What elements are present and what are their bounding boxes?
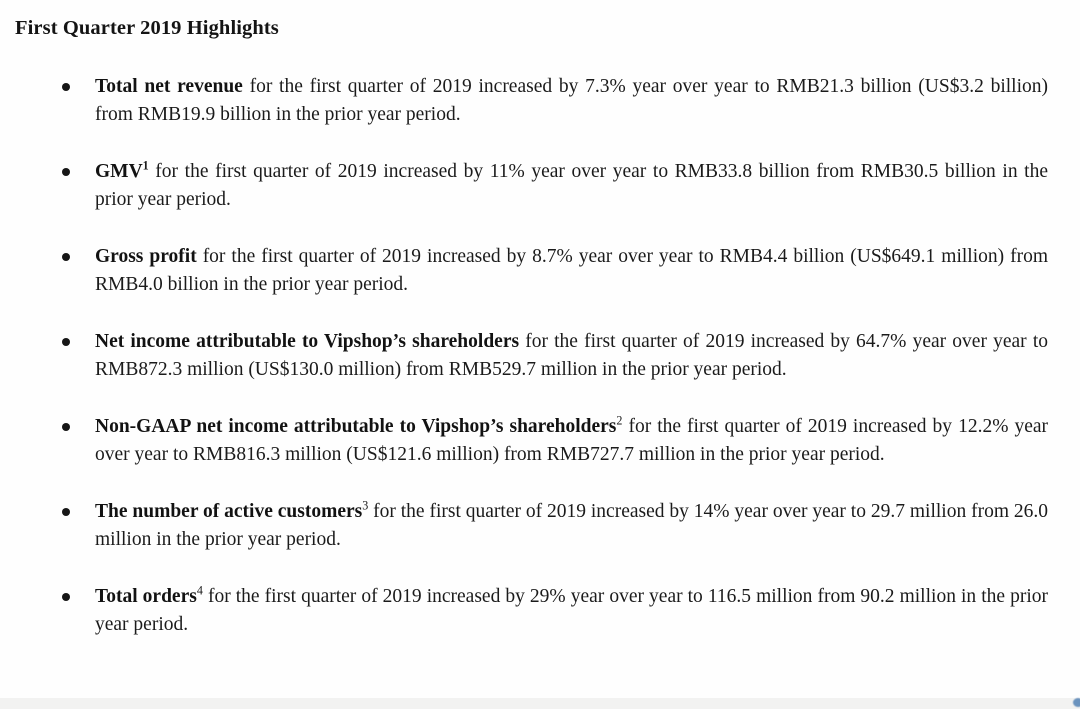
highlight-body: for the first quarter of 2019 increased … bbox=[95, 161, 1048, 210]
highlight-lead: Total net revenue bbox=[95, 76, 243, 97]
highlight-item-total-net-revenue: Total net revenue for the first quarter … bbox=[60, 73, 1048, 129]
highlight-lead: The number of active customers bbox=[95, 501, 363, 522]
highlight-item-non-gaap-net-income: Non-GAAP net income attributable to Vips… bbox=[60, 413, 1048, 469]
highlight-body: for the first quarter of 2019 increased … bbox=[95, 586, 1048, 635]
footnote-ref: 2 bbox=[616, 413, 623, 428]
bullet-icon bbox=[62, 593, 70, 601]
highlight-body: for the first quarter of 2019 increased … bbox=[95, 246, 1049, 295]
highlight-lead: Gross profit bbox=[95, 246, 197, 267]
bullet-icon bbox=[62, 338, 70, 346]
highlight-lead: Total orders bbox=[95, 586, 197, 607]
highlight-body: for the first quarter of 2019 increased … bbox=[95, 416, 1048, 465]
bottom-edge-strip bbox=[0, 698, 1080, 709]
page-title: First Quarter 2019 Highlights bbox=[15, 17, 279, 39]
highlight-lead: GMV bbox=[95, 161, 143, 182]
blue-artifact-dot bbox=[1073, 698, 1080, 707]
highlight-body: for the first quarter of 2019 increased … bbox=[95, 501, 1048, 550]
bullet-icon bbox=[62, 83, 70, 91]
bullet-icon bbox=[62, 423, 70, 431]
bullet-icon bbox=[62, 168, 70, 176]
bullet-icon bbox=[62, 253, 70, 261]
highlights-list: Total net revenue for the first quarter … bbox=[60, 73, 1048, 639]
highlight-item-net-income: Net income attributable to Vipshop’s sha… bbox=[60, 328, 1048, 384]
highlight-body: for the first quarter of 2019 increased … bbox=[95, 331, 1048, 380]
highlight-lead: Net income attributable to Vipshop’s sha… bbox=[95, 331, 520, 352]
bullet-icon bbox=[62, 508, 70, 516]
highlight-item-active-customers: The number of active customers3 for the … bbox=[60, 498, 1048, 554]
highlight-lead: Non-GAAP net income attributable to Vips… bbox=[95, 416, 617, 437]
footnote-ref: 4 bbox=[196, 583, 203, 598]
highlight-body: for the first quarter of 2019 increased … bbox=[95, 76, 1048, 125]
highlight-item-gmv: GMV1 for the first quarter of 2019 incre… bbox=[60, 158, 1048, 214]
footnote-ref: 1 bbox=[142, 158, 149, 173]
highlight-item-gross-profit: Gross profit for the first quarter of 20… bbox=[60, 243, 1048, 299]
highlight-item-total-orders: Total orders4 for the first quarter of 2… bbox=[60, 583, 1048, 639]
footnote-ref: 3 bbox=[362, 498, 369, 513]
